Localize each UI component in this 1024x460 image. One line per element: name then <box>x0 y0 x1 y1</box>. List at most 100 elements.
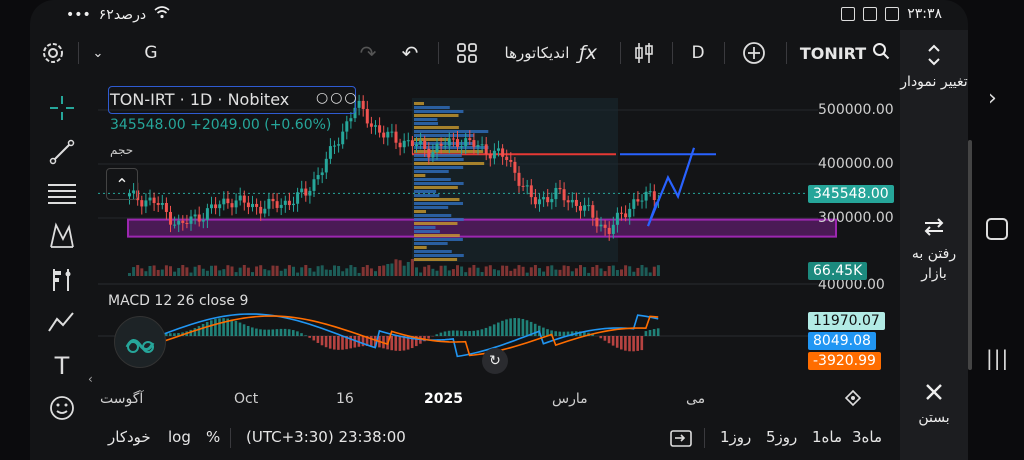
volume-profile-bar <box>414 166 464 169</box>
macd-histogram-bar <box>509 318 512 336</box>
collapse-toolbar-icon[interactable]: ‹ <box>88 372 93 386</box>
symbol-search[interactable]: TONIRT <box>800 30 890 76</box>
fib-levels-icon[interactable] <box>44 176 80 212</box>
candle <box>603 224 607 228</box>
volume-profile-bar <box>414 234 460 237</box>
redo-icon[interactable]: ↷ <box>359 41 377 65</box>
undo-icon[interactable]: ↶ <box>401 41 419 65</box>
toolbar-divider <box>786 42 787 64</box>
candle <box>144 200 148 207</box>
candle <box>222 198 226 205</box>
candle <box>300 188 304 193</box>
macd-histogram-bar <box>304 335 307 336</box>
close-button[interactable]: بستن <box>900 382 968 428</box>
projection-drawing <box>646 147 696 227</box>
candle <box>386 131 390 138</box>
change-chart-button[interactable]: تغییر نمودار <box>900 44 968 92</box>
macd-line <box>129 313 659 358</box>
chevron-down-icon[interactable]: ⌄ <box>92 45 104 61</box>
candle <box>427 148 431 158</box>
candle <box>550 199 554 203</box>
macd-histogram-bar <box>230 319 234 336</box>
volume-bar <box>591 266 595 276</box>
function-icon[interactable]: ƒx <box>579 42 597 64</box>
macd-histogram-bar <box>460 330 463 336</box>
volume-bar <box>443 265 447 276</box>
auto-scale-button[interactable]: خودکار <box>108 428 151 446</box>
volume-bar <box>218 270 222 276</box>
macd-histogram-bar <box>197 326 201 336</box>
forecast-icon[interactable] <box>44 262 80 298</box>
candle <box>337 144 341 146</box>
volume-bar <box>525 272 529 276</box>
macd-histogram-bar <box>443 331 447 336</box>
candles-icon[interactable] <box>630 30 658 76</box>
emoji-icon[interactable] <box>44 390 80 426</box>
macd-histogram-bar <box>369 336 373 347</box>
macd-histogram-bar <box>353 336 357 348</box>
crosshair-icon[interactable] <box>44 90 80 126</box>
macd-histogram-bar <box>497 322 500 336</box>
legend-box[interactable] <box>108 86 356 114</box>
home-square-icon[interactable] <box>986 218 1008 240</box>
candle <box>328 146 332 159</box>
go-to-market-button[interactable]: رفتن به بازار <box>900 216 968 284</box>
more-options-icon[interactable]: ○○○ <box>316 90 359 106</box>
timezone-button[interactable]: (UTC+3:30) 23:38:00 <box>246 428 406 446</box>
volume-bar <box>390 263 394 276</box>
x-tick: می <box>686 391 706 407</box>
layout-grid-icon[interactable] <box>454 30 480 76</box>
edge-handle[interactable] <box>968 140 972 370</box>
pattern-icon[interactable] <box>44 218 80 254</box>
candle <box>460 146 464 148</box>
volume-bar <box>263 269 267 276</box>
macd-histogram-bar <box>287 329 291 336</box>
macd-histogram-bar <box>464 330 467 336</box>
log-scale-button[interactable]: log <box>168 428 191 446</box>
macd-histogram-bar <box>177 333 180 336</box>
macd-histogram-bar <box>316 336 320 343</box>
candle <box>476 145 480 147</box>
candle <box>554 187 558 200</box>
timeframe-button[interactable]: G <box>144 43 158 63</box>
candle <box>644 191 648 201</box>
chevron-up-icon[interactable]: ⌃ <box>106 168 138 200</box>
macd-histogram-bar <box>275 329 279 336</box>
notification-icon <box>841 7 856 21</box>
range-1m[interactable]: 1ماه <box>812 428 843 446</box>
volume-profile-bar <box>414 114 459 117</box>
candle <box>292 203 295 206</box>
indicators-button[interactable]: اندیکاتورها <box>504 44 570 62</box>
reset-icon[interactable]: ↻ <box>482 348 508 374</box>
volume-profile-bar <box>414 190 437 193</box>
volume-profile-bar <box>414 214 452 217</box>
settings-gear-icon[interactable] <box>38 30 68 76</box>
volume-bar <box>579 265 582 276</box>
recents-icon[interactable]: ||| <box>986 346 1010 370</box>
macd-histogram-bar <box>620 336 623 350</box>
brush-icon[interactable] <box>44 304 80 340</box>
date-range-icon[interactable] <box>670 428 692 452</box>
text-tool-icon[interactable]: T <box>54 352 70 380</box>
volume-bar <box>242 265 246 276</box>
candle <box>607 227 611 234</box>
range-5d[interactable]: 5روز <box>766 428 798 446</box>
range-3m[interactable]: 3ماه <box>852 428 883 446</box>
volume-bar <box>423 266 427 276</box>
back-chevron-icon[interactable]: › <box>988 86 997 111</box>
add-compare-icon[interactable] <box>740 30 768 76</box>
go-to-date-icon[interactable] <box>844 389 862 411</box>
volume-bar <box>382 265 386 276</box>
price-chart[interactable] <box>98 84 900 414</box>
interval-button[interactable]: D <box>691 43 705 63</box>
macd-histogram-bar <box>222 318 225 336</box>
volume-bar <box>251 272 254 276</box>
range-1d[interactable]: 1روز <box>720 428 752 446</box>
macd-histogram-bar <box>611 336 615 346</box>
macd-histogram-bar <box>562 331 566 336</box>
candle <box>210 204 213 209</box>
percent-scale-button[interactable]: % <box>206 428 221 446</box>
macd-histogram-bar <box>529 321 533 336</box>
trend-line-icon[interactable] <box>44 134 80 170</box>
candle <box>287 200 291 206</box>
